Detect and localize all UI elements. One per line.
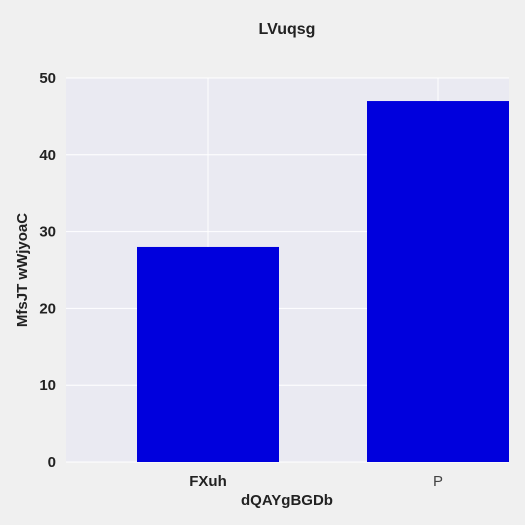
y-tick-label: 10 [39,377,56,394]
x-axis-label: dQAYgBGDb [241,492,333,509]
x-tick-label: FXuh [189,473,227,490]
y-tick-label: 40 [39,147,56,164]
bar-fxuh [137,246,279,462]
y-axis-ticks: 0 10 20 30 40 50 [39,70,56,471]
y-tick-label: 50 [39,70,56,87]
y-axis-label: MfsJT wWjyoaC [14,213,31,327]
y-tick-label: 20 [39,300,56,317]
chart-title: LVuqsg [259,21,316,38]
x-tick-label: P [433,473,443,490]
bar-p [367,101,509,462]
bars [137,101,509,462]
y-tick-label: 0 [48,454,56,471]
x-axis-ticks: FXuh P [189,473,443,490]
y-tick-label: 30 [39,224,56,241]
